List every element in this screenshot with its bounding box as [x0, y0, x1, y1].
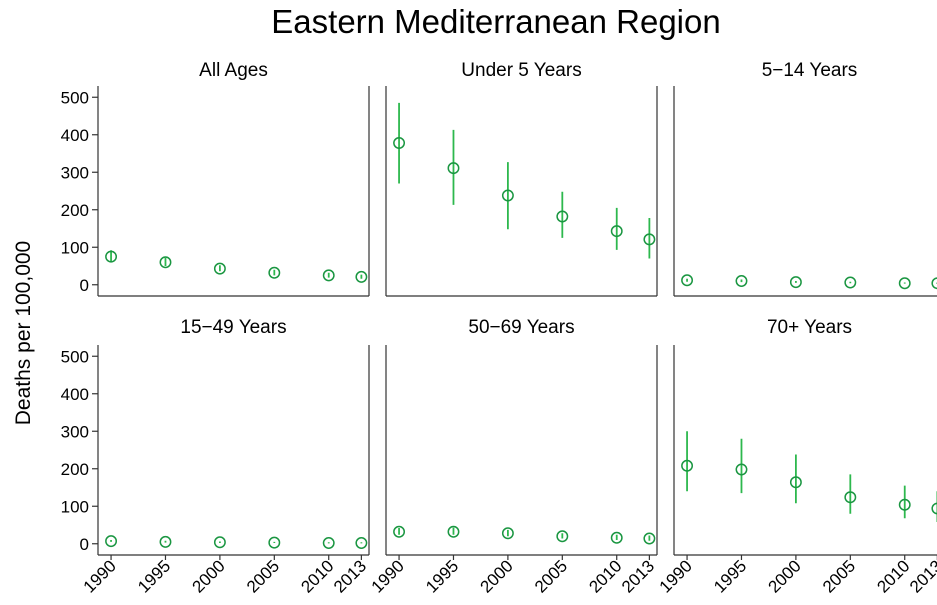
- data-point: [447, 525, 460, 538]
- data-point: [931, 277, 937, 290]
- y-tick-label: 100: [61, 238, 89, 257]
- y-tick-label: 500: [61, 347, 89, 366]
- data-point: [268, 266, 281, 279]
- y-tick-label: 0: [80, 276, 89, 295]
- data-point: [556, 530, 569, 543]
- y-tick-label: 0: [80, 535, 89, 554]
- x-tick-label: 1995: [710, 556, 750, 596]
- data-point: [735, 463, 748, 476]
- x-tick-label: 1995: [134, 556, 174, 596]
- y-tick-label: 100: [61, 497, 89, 516]
- data-point: [393, 525, 406, 538]
- data-point: [355, 270, 368, 283]
- data-point: [610, 531, 623, 544]
- data-point: [789, 276, 802, 289]
- x-tick-label: 2013: [330, 556, 370, 596]
- x-tick-label: 2010: [297, 556, 337, 596]
- data-point: [898, 498, 911, 511]
- data-point: [501, 527, 514, 540]
- y-tick-label: 400: [61, 385, 89, 404]
- panel-title: 50−69 Years: [468, 317, 574, 338]
- data-point: [556, 210, 569, 223]
- x-tick-label: 2013: [906, 556, 937, 596]
- data-point: [322, 269, 335, 282]
- data-point: [159, 256, 172, 269]
- data-point: [610, 225, 623, 238]
- data-point: [393, 137, 406, 149]
- data-point: [643, 532, 656, 545]
- data-point: [213, 536, 226, 549]
- x-tick-label: 1990: [80, 556, 120, 596]
- data-point: [844, 276, 857, 289]
- x-tick-label: 2000: [189, 556, 229, 596]
- panel-3: 5−14 Years: [673, 60, 937, 297]
- y-tick-label: 300: [61, 163, 89, 182]
- x-tick-label: 2013: [618, 556, 658, 596]
- data-point: [159, 535, 172, 548]
- x-tick-label: 1990: [656, 556, 696, 596]
- x-tick-label: 2000: [765, 556, 805, 596]
- x-tick-label: 2005: [531, 556, 571, 596]
- y-axis-label: Deaths per 100,000: [12, 241, 35, 425]
- y-tick-label: 300: [61, 422, 89, 441]
- data-point: [681, 459, 694, 472]
- data-point: [844, 491, 857, 504]
- data-point: [789, 476, 802, 489]
- x-tick-label: 2010: [873, 556, 913, 596]
- panels: All Ages 0 100 200 300 400 500 Under 5 Years 5−1…: [61, 60, 937, 597]
- data-point: [355, 537, 368, 549]
- x-tick-label: 2005: [243, 556, 283, 596]
- data-point: [681, 274, 694, 287]
- data-point: [735, 275, 748, 287]
- data-point: [643, 233, 656, 246]
- y-tick-label: 500: [61, 88, 89, 107]
- y-tick-label: 200: [61, 460, 89, 479]
- y-tick-label: 400: [61, 126, 89, 145]
- data-point: [322, 537, 335, 549]
- panel-1: All Ages 0 100 200 300 400 500: [61, 60, 370, 297]
- data-point: [105, 250, 118, 263]
- x-tick-label: 1995: [422, 556, 462, 596]
- data-point: [105, 535, 118, 548]
- chart-title: Eastern Mediterranean Region: [271, 3, 720, 40]
- data-point: [268, 536, 281, 549]
- x-tick-label: 2000: [477, 556, 517, 596]
- data-point: [213, 262, 226, 275]
- panel-title: All Ages: [199, 60, 268, 81]
- panel-title: 5−14 Years: [762, 60, 858, 81]
- panel-2: Under 5 Years: [385, 60, 658, 297]
- x-tick-label: 2010: [585, 556, 625, 596]
- data-point: [931, 502, 937, 515]
- panel-4: 15−49 Years 0 100 200 300 400 500 1990 1995 2000 2…: [61, 317, 371, 597]
- y-tick-label: 200: [61, 201, 89, 220]
- panel-title: 70+ Years: [767, 317, 852, 338]
- panel-title: 15−49 Years: [180, 317, 286, 338]
- data-point: [447, 162, 460, 175]
- panel-title: Under 5 Years: [461, 60, 581, 81]
- x-tick-label: 2005: [819, 556, 859, 596]
- data-point: [501, 189, 514, 202]
- data-point: [898, 277, 911, 290]
- x-tick-label: 1990: [368, 556, 408, 596]
